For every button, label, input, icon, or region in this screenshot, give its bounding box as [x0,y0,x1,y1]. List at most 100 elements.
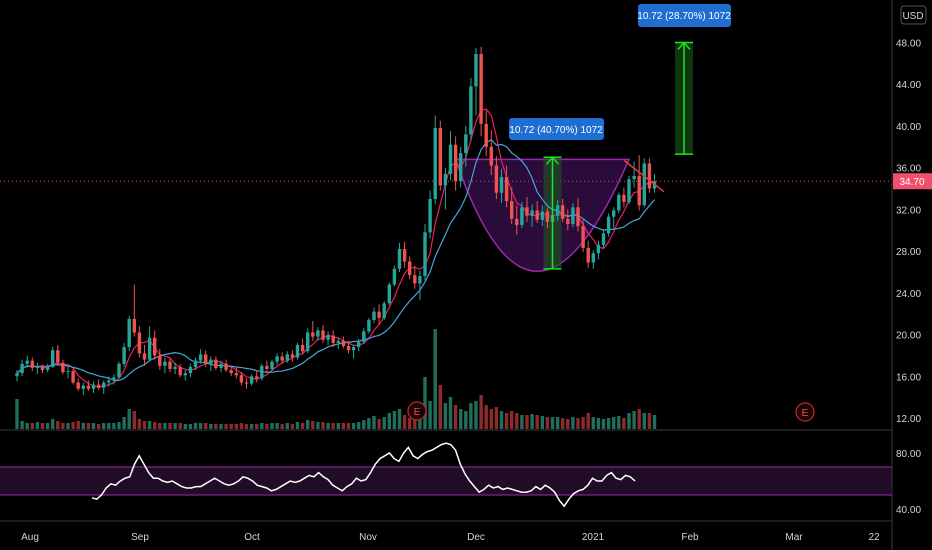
volume-bar [275,423,279,429]
time-axis[interactable]: Aug Sep Oct Nov Dec 2021 Feb Mar 22 [21,532,880,543]
volume-bar [178,423,182,429]
volume-bar [239,423,244,429]
volume-bar [622,418,626,429]
volume-bar [418,415,422,429]
volume-bar [540,416,544,429]
volume-bar [91,423,96,429]
trend-line [623,159,665,193]
currency-text: USD [902,11,923,22]
candle [321,325,325,343]
volume-bar [153,422,157,429]
volume-bar [494,407,499,429]
candle [413,265,417,289]
volume-bar [571,417,575,429]
volume-bar [433,329,437,429]
candle [265,360,269,374]
volume-bar [464,411,468,429]
candle [617,192,621,214]
candle [229,365,233,377]
volume-bar [306,420,310,429]
volume-bar [612,417,616,429]
earnings-marker-2[interactable]: E [795,402,815,422]
volume-bar [244,424,249,429]
candle [341,336,346,349]
volume-bar [530,414,534,429]
candle [459,146,463,188]
candle [56,344,60,366]
candle [591,250,595,269]
earnings-marker-1[interactable]: E [407,401,427,421]
candle [428,190,432,239]
volume-bar [448,397,453,429]
price-tick-label: 12.00 [896,414,921,425]
volume-bar [40,423,45,429]
candle [178,363,182,378]
last-price-text: 34.70 [899,177,924,188]
volume-bar [15,399,19,429]
volume-bar [112,423,116,429]
candle [418,270,422,301]
candle [209,356,213,372]
volume-bar [510,411,514,429]
candle [555,200,560,221]
volume-bar [66,423,70,429]
volume-bar [647,413,652,429]
volume-bar [535,415,539,429]
volume-bar [61,423,65,429]
rsi-axis[interactable]: 40.00 80.00 [896,449,921,516]
candle [540,205,544,227]
candle [147,326,152,362]
candle [382,301,386,320]
time-tick-label: 2021 [582,532,605,543]
measure-badge-2-text: 10.72 (28.70%) 1072 [637,11,731,22]
candle [102,380,106,395]
candle [637,155,641,211]
candle [40,364,45,374]
candle [219,360,223,373]
volume-bar [382,417,386,429]
measure-badge-2[interactable]: 10.72 (28.70%) 1072 [637,4,731,27]
candle [622,187,626,208]
candle [158,349,162,371]
volume-bar [341,423,346,429]
price-axis[interactable]: 12.00 16.00 20.00 24.00 28.00 32.00 36.00 40.00… [896,39,921,425]
rsi-band [0,467,892,495]
candle [137,326,142,358]
volume-bar [489,409,493,429]
candle [453,136,458,191]
candle [260,363,264,381]
volume-bar [402,415,407,429]
candle [61,359,65,375]
ma-slow-line [16,139,655,382]
volume-bar [96,424,101,429]
candle [112,374,116,385]
candle [423,224,427,281]
volume-bar [469,403,473,429]
volume-bar [377,419,381,429]
candle [306,328,310,354]
candle [25,355,29,368]
candle [438,120,442,191]
candle [96,379,101,390]
volume-bar [30,423,34,429]
candle [377,304,381,325]
rsi-tick-label: 80.00 [896,449,921,460]
volume-bar [627,413,631,429]
time-tick-label: Mar [785,532,803,543]
price-tick-label: 24.00 [896,289,921,300]
measure-badge-1[interactable]: 10.72 (40.70%) 1072 [509,118,604,140]
volume-bar [117,422,121,429]
candle [270,359,274,372]
volume-bar [459,409,463,429]
candle [249,374,254,386]
candle [153,330,157,360]
volume-bar [520,415,524,429]
volume-bar [137,419,142,429]
volume-bar [260,423,264,429]
candle [244,378,249,389]
candle [474,47,478,116]
volume-bar [642,413,646,429]
volume-bar [198,423,203,429]
currency-label[interactable]: USD [900,5,927,25]
